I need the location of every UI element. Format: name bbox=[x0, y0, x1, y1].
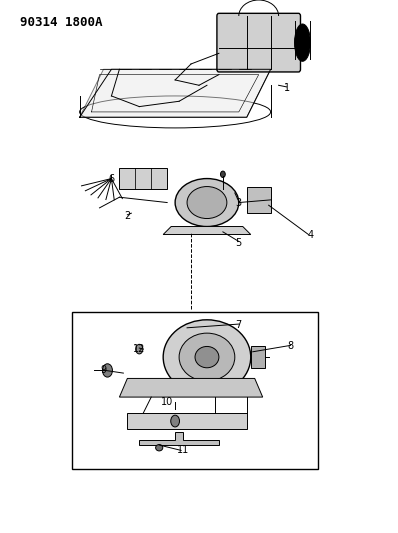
Ellipse shape bbox=[136, 344, 143, 354]
Ellipse shape bbox=[295, 24, 310, 61]
Ellipse shape bbox=[220, 171, 225, 177]
Ellipse shape bbox=[171, 415, 179, 427]
Text: 3: 3 bbox=[236, 198, 242, 207]
Polygon shape bbox=[139, 432, 219, 445]
Text: 8: 8 bbox=[287, 342, 294, 351]
Text: 12: 12 bbox=[133, 344, 146, 354]
Polygon shape bbox=[119, 378, 263, 397]
Polygon shape bbox=[163, 227, 251, 235]
Ellipse shape bbox=[156, 445, 163, 451]
Text: 11: 11 bbox=[177, 446, 189, 455]
Ellipse shape bbox=[179, 333, 235, 381]
Text: 90314 1800A: 90314 1800A bbox=[20, 16, 102, 29]
Ellipse shape bbox=[103, 364, 113, 377]
Polygon shape bbox=[80, 69, 271, 117]
Text: 7: 7 bbox=[236, 320, 242, 330]
Text: 6: 6 bbox=[108, 174, 115, 183]
Text: 10: 10 bbox=[161, 398, 173, 407]
Polygon shape bbox=[127, 413, 247, 429]
Ellipse shape bbox=[163, 320, 251, 394]
Text: 2: 2 bbox=[124, 211, 131, 221]
Ellipse shape bbox=[195, 346, 219, 368]
FancyBboxPatch shape bbox=[217, 13, 300, 72]
Bar bbox=[251, 346, 265, 368]
Ellipse shape bbox=[187, 187, 227, 219]
Bar bbox=[119, 168, 167, 189]
Text: 4: 4 bbox=[307, 230, 314, 239]
Text: 9: 9 bbox=[100, 366, 107, 375]
Text: 5: 5 bbox=[236, 238, 242, 247]
Bar bbox=[247, 187, 271, 213]
Ellipse shape bbox=[175, 179, 239, 227]
Bar bbox=[72, 312, 318, 469]
Text: 1: 1 bbox=[283, 83, 290, 93]
